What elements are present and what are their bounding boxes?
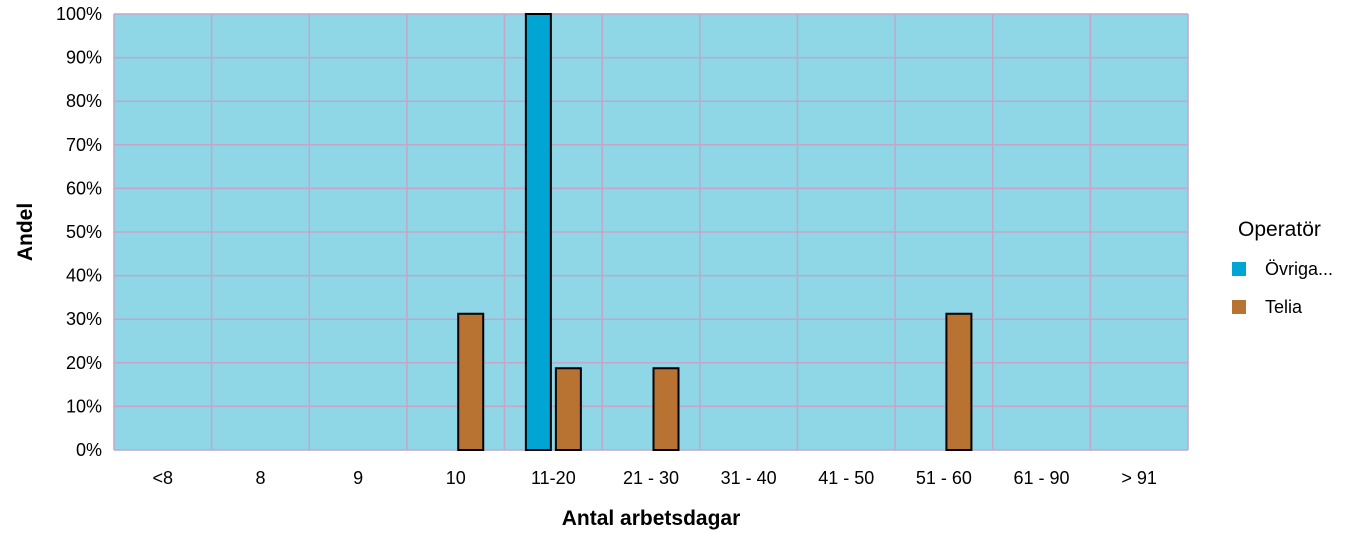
y-axis-ticks: 0% 10% 20% 30% 40% 50% 60% 70% 80% 90% 100% (56, 4, 102, 460)
legend-label: Telia (1265, 297, 1303, 317)
bars (457, 13, 973, 451)
x-tick-label: <8 (153, 468, 174, 488)
legend-swatch (1232, 262, 1246, 276)
y-tick-label: 20% (66, 353, 102, 373)
legend-title: Operatör (1238, 218, 1321, 241)
x-axis-title: Antal arbetsdagar (562, 507, 741, 530)
x-tick-label: 41 - 50 (818, 468, 874, 488)
x-tick-label: 21 - 30 (623, 468, 679, 488)
x-tick-label: 10 (446, 468, 466, 488)
y-tick-label: 80% (66, 91, 102, 111)
y-tick-label: 90% (66, 48, 102, 68)
y-tick-label: 50% (66, 222, 102, 242)
x-tick-label: 51 - 60 (916, 468, 972, 488)
bar-telia-3 (457, 312, 485, 451)
bar-telia-4 (554, 367, 582, 451)
bar-telia-5 (652, 367, 680, 451)
y-tick-label: 30% (66, 309, 102, 329)
legend-swatch (1232, 300, 1246, 314)
y-tick-label: 10% (66, 396, 102, 416)
legend-label: Övriga... (1265, 259, 1333, 279)
y-axis-title: Andel (14, 203, 37, 261)
legend: Operatör Övriga... Telia (1232, 218, 1333, 317)
x-tick-label: 9 (353, 468, 363, 488)
gridlines (113, 13, 1189, 451)
x-tick-label: 61 - 90 (1014, 468, 1070, 488)
x-tick-label: 11-20 (531, 468, 576, 488)
y-tick-label: 0% (76, 440, 102, 460)
x-tick-label: 31 - 40 (721, 468, 777, 488)
x-tick-label: 8 (255, 468, 265, 488)
bar-telia-8 (945, 312, 973, 451)
bar-vriga-4 (524, 13, 552, 451)
y-tick-label: 100% (56, 4, 102, 24)
y-tick-label: 40% (66, 266, 102, 286)
y-tick-label: 60% (66, 178, 102, 198)
x-axis-ticks: <8 8 9 10 11-20 21 - 30 31 - 40 41 - 50 51 - 60 6… (153, 468, 1157, 488)
y-tick-label: 70% (66, 135, 102, 155)
x-tick-label: > 91 (1121, 468, 1157, 488)
